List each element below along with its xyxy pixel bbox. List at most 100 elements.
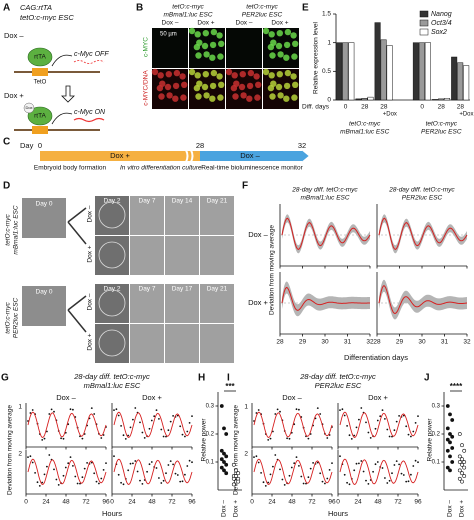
cell-blob bbox=[240, 92, 247, 99]
x-tick-label: 24 bbox=[268, 499, 276, 506]
break bbox=[185, 149, 194, 163]
data-dot bbox=[295, 456, 298, 458]
panel-label: A bbox=[3, 3, 10, 14]
label: *** bbox=[225, 382, 235, 391]
data-dot bbox=[321, 480, 324, 483]
label: c-Myc ON bbox=[74, 109, 106, 116]
x-tick-label: 72 bbox=[308, 499, 316, 506]
bar bbox=[438, 98, 445, 101]
data-dot bbox=[186, 465, 189, 467]
data-dot bbox=[167, 429, 170, 432]
x-tick-label: 0 bbox=[250, 499, 254, 506]
cell-blob bbox=[151, 68, 159, 76]
cell-blob bbox=[268, 72, 275, 79]
x-tick-label: 48 bbox=[62, 499, 70, 506]
data-dot bbox=[298, 465, 300, 467]
data-dot bbox=[462, 448, 467, 453]
data-dot bbox=[64, 466, 67, 469]
data-dot bbox=[148, 463, 151, 466]
data-dot bbox=[69, 456, 72, 458]
bar bbox=[463, 65, 470, 101]
data-dot bbox=[302, 482, 305, 485]
data-dot bbox=[174, 472, 177, 475]
label: Dox – bbox=[282, 393, 302, 402]
mean-trace bbox=[281, 286, 370, 311]
data-dot bbox=[360, 407, 363, 409]
data-dot bbox=[162, 479, 165, 482]
cell-blob bbox=[284, 69, 292, 77]
data-dot bbox=[184, 473, 186, 476]
data-dot bbox=[98, 482, 100, 485]
data-dot bbox=[191, 461, 193, 464]
micrograph bbox=[165, 324, 199, 363]
data-dot bbox=[86, 462, 88, 464]
data-dot bbox=[188, 459, 191, 462]
data-dot bbox=[267, 481, 270, 484]
data-dot bbox=[100, 477, 103, 480]
label: PER2luc ESC bbox=[242, 12, 283, 19]
data-dot bbox=[290, 466, 293, 469]
panel-label: G bbox=[1, 373, 9, 384]
label: **** bbox=[450, 382, 463, 391]
embryoid-body bbox=[98, 241, 126, 269]
label: Dox – bbox=[87, 205, 94, 222]
bar bbox=[355, 98, 362, 101]
data-dot bbox=[462, 465, 467, 470]
bar bbox=[451, 56, 458, 101]
data-dot bbox=[414, 422, 417, 424]
x-tick-label: 29 bbox=[299, 339, 307, 346]
label: Differentiation days bbox=[344, 353, 408, 362]
label: rtTA bbox=[34, 113, 46, 120]
y-tick-label: 0.5 bbox=[322, 68, 331, 75]
label: Day 2 bbox=[104, 198, 121, 205]
sd-band bbox=[379, 279, 467, 320]
data-dot bbox=[257, 461, 260, 464]
data-dot bbox=[445, 426, 450, 431]
data-dot bbox=[262, 481, 265, 484]
data-dot bbox=[384, 418, 386, 420]
legend-swatch bbox=[419, 28, 429, 36]
cell-blob bbox=[193, 84, 201, 92]
data-dot bbox=[362, 470, 365, 473]
data-dot bbox=[339, 409, 341, 411]
mean-trace bbox=[378, 285, 468, 314]
data-dot bbox=[158, 418, 160, 420]
data-dot bbox=[339, 455, 341, 458]
data-dot bbox=[153, 415, 156, 418]
data-dot bbox=[234, 468, 238, 473]
data-dot bbox=[276, 408, 279, 411]
data-dot bbox=[358, 418, 360, 421]
data-dot bbox=[269, 437, 272, 440]
data-dot bbox=[38, 485, 41, 487]
micrograph bbox=[200, 324, 234, 363]
data-dot bbox=[169, 420, 172, 423]
data-dot bbox=[457, 476, 462, 481]
data-dot bbox=[346, 425, 348, 427]
cell-blob bbox=[232, 93, 239, 100]
data-dot bbox=[395, 460, 398, 462]
data-dot bbox=[179, 425, 182, 428]
cell-blob bbox=[156, 84, 164, 92]
data-dot bbox=[224, 432, 229, 436]
bar bbox=[367, 96, 374, 101]
data-dot bbox=[139, 421, 141, 424]
micrograph bbox=[200, 284, 234, 323]
bar bbox=[348, 42, 355, 101]
y-tick-label: 0.3 bbox=[432, 404, 441, 410]
cell-blob bbox=[165, 71, 172, 78]
data-dot bbox=[316, 407, 319, 409]
label: tetO:c-myc bbox=[5, 302, 12, 334]
data-dot bbox=[381, 409, 384, 411]
data-dot bbox=[150, 419, 153, 422]
data-dot bbox=[81, 437, 84, 440]
cell-blob bbox=[267, 84, 275, 92]
label: tetO:c-myc ESC bbox=[20, 13, 74, 22]
embryoid-body bbox=[98, 201, 126, 229]
x-tick-label: 28 bbox=[276, 339, 284, 346]
fit-curve bbox=[339, 458, 419, 486]
label: tetO:c-myc bbox=[246, 4, 278, 11]
data-dot bbox=[445, 465, 450, 470]
label: Deviation from moving average bbox=[269, 225, 276, 315]
x-tick-label: 24 bbox=[42, 499, 50, 506]
label: +Dox bbox=[459, 112, 473, 118]
